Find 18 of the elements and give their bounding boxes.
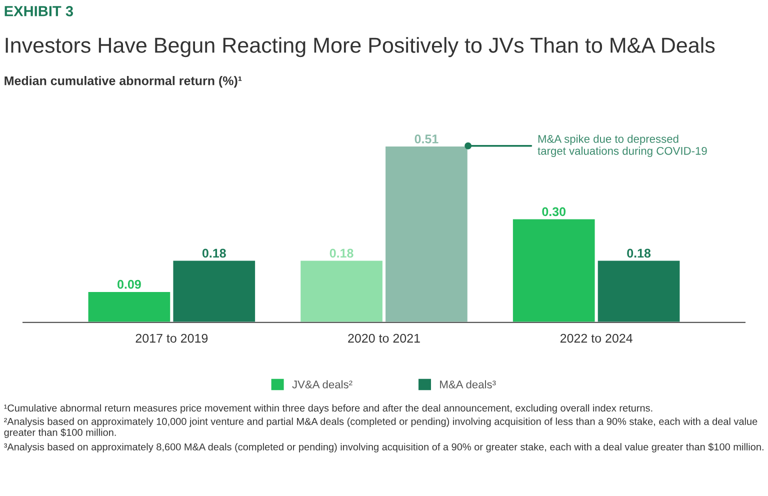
data-label: 0.18 xyxy=(202,248,226,258)
x-tick-label: 2017 to 2019 xyxy=(136,334,208,343)
data-label: 0.51 xyxy=(414,134,438,144)
data-label: 0.30 xyxy=(542,207,566,216)
x-tick-label: 2022 to 2024 xyxy=(560,334,632,343)
text: ¹Cumulative abnormal return measures price movement within three days before and after the deal announcement, excluding overall index returns. xyxy=(4,404,652,414)
data-label: 0.18 xyxy=(330,248,354,258)
data-label: 0.18 xyxy=(627,248,651,258)
x-tick-label: 2020 to 2021 xyxy=(348,334,420,343)
chart-title: Investors Have Begun Reacting More Positively to JVs Than to M&A Deals xyxy=(6,37,715,58)
legend-label: M&A deals³ xyxy=(440,380,496,388)
legend-label: JV&A deals² xyxy=(292,380,352,388)
y-axis-title: Median cumulative abnormal return (%)¹ xyxy=(4,76,242,88)
data-label: 0.09 xyxy=(118,280,141,289)
text: EXHIBIT 3 xyxy=(4,6,74,16)
text: ³Analysis based on approximately 8,600 M&A deals (completed or pending) involving acquisition of a 90% or greater stake, each with a deal value greater than $100 million. xyxy=(4,442,764,452)
annotation: M&A spike due to depressed target valuations during COVID-19 xyxy=(538,134,707,158)
text: ²Analysis based on approximately 10,000 joint venture and partial M&A deals (completed or pending) involving acquisition of less than a 90% stake, each with a deal value greater than $100 million. xyxy=(4,418,758,438)
